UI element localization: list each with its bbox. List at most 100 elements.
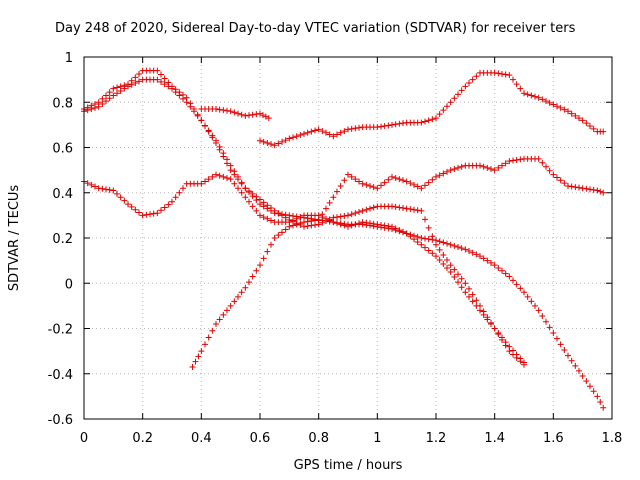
data-point bbox=[495, 264, 502, 271]
data-point bbox=[224, 107, 230, 114]
data-point bbox=[128, 77, 135, 84]
data-point bbox=[220, 173, 227, 180]
x-tick-label: 1.4 bbox=[484, 431, 505, 446]
data-point bbox=[99, 100, 106, 107]
data-point bbox=[587, 186, 593, 193]
data-point bbox=[348, 222, 355, 229]
data-point bbox=[359, 180, 366, 187]
data-point bbox=[304, 129, 311, 136]
data-point bbox=[132, 74, 139, 81]
data-point bbox=[110, 187, 117, 194]
data-point bbox=[579, 373, 586, 380]
data-point bbox=[477, 253, 483, 260]
data-point bbox=[488, 259, 494, 266]
data-point bbox=[279, 212, 285, 219]
data-point bbox=[458, 87, 465, 94]
data-point bbox=[374, 221, 381, 228]
data-point bbox=[297, 132, 304, 139]
data-point bbox=[249, 111, 256, 118]
data-point bbox=[466, 248, 472, 255]
data-point bbox=[455, 164, 461, 171]
x-tick-label: 0.8 bbox=[308, 431, 329, 446]
data-point bbox=[495, 331, 502, 338]
data-point bbox=[235, 110, 241, 117]
data-point bbox=[257, 110, 263, 117]
data-point bbox=[260, 255, 267, 262]
data-point bbox=[139, 212, 146, 219]
data-point bbox=[359, 219, 366, 226]
y-tick-label: 0 bbox=[65, 277, 73, 292]
data-point bbox=[422, 216, 428, 223]
data-point bbox=[550, 101, 557, 108]
data-point bbox=[447, 99, 454, 106]
data-point bbox=[202, 123, 208, 130]
data-point bbox=[418, 241, 425, 248]
data-point bbox=[114, 90, 120, 97]
data-point bbox=[308, 128, 315, 135]
data-point bbox=[422, 118, 428, 125]
series-track-5 bbox=[257, 69, 607, 149]
data-point bbox=[396, 120, 403, 127]
data-point bbox=[238, 111, 245, 118]
data-point bbox=[198, 117, 205, 124]
data-point bbox=[192, 358, 199, 365]
data-point bbox=[414, 233, 421, 240]
data-point bbox=[392, 121, 399, 128]
data-point bbox=[455, 279, 461, 286]
data-point bbox=[253, 267, 260, 274]
data-point bbox=[231, 109, 238, 116]
data-point bbox=[348, 125, 355, 132]
data-point bbox=[594, 393, 601, 400]
data-point bbox=[348, 211, 355, 218]
data-point bbox=[590, 186, 597, 193]
data-point bbox=[600, 128, 607, 135]
data-point bbox=[557, 104, 564, 111]
data-point bbox=[312, 221, 318, 228]
data-point bbox=[543, 98, 549, 105]
data-point bbox=[198, 348, 205, 355]
data-point bbox=[565, 182, 571, 189]
data-point bbox=[385, 176, 392, 183]
data-point bbox=[257, 196, 263, 203]
data-point bbox=[557, 341, 564, 348]
data-point bbox=[447, 167, 454, 174]
data-point bbox=[304, 223, 311, 230]
data-point bbox=[238, 180, 245, 187]
data-point bbox=[180, 185, 186, 192]
data-point bbox=[451, 274, 458, 281]
data-point bbox=[259, 112, 266, 119]
data-point bbox=[528, 92, 535, 99]
data-point bbox=[246, 279, 252, 286]
data-point bbox=[429, 250, 436, 257]
data-point bbox=[510, 76, 516, 83]
data-point bbox=[381, 123, 388, 130]
data-point bbox=[172, 86, 179, 93]
data-point bbox=[125, 81, 131, 88]
data-point bbox=[235, 176, 241, 183]
data-point bbox=[257, 137, 263, 144]
data-point bbox=[400, 177, 406, 184]
data-point bbox=[224, 160, 230, 167]
data-point bbox=[334, 214, 340, 221]
data-point bbox=[158, 207, 164, 214]
data-point bbox=[231, 180, 238, 187]
y-tick-label: 0.2 bbox=[52, 232, 73, 247]
x-tick-label: 1 bbox=[373, 431, 381, 446]
data-point bbox=[209, 173, 216, 180]
data-point bbox=[282, 137, 289, 144]
data-point bbox=[352, 176, 359, 183]
data-point bbox=[469, 291, 476, 298]
data-point bbox=[447, 241, 454, 248]
data-point bbox=[282, 226, 289, 233]
data-point bbox=[231, 171, 238, 178]
data-point bbox=[381, 179, 388, 186]
data-point bbox=[136, 78, 142, 85]
x-axis-label: GPS time / hours bbox=[294, 458, 403, 473]
data-point bbox=[425, 179, 432, 186]
data-point bbox=[242, 185, 249, 192]
data-point bbox=[561, 106, 568, 113]
data-point bbox=[425, 117, 432, 124]
data-point bbox=[539, 313, 546, 320]
grid-layer bbox=[84, 57, 612, 419]
data-point bbox=[517, 156, 524, 163]
